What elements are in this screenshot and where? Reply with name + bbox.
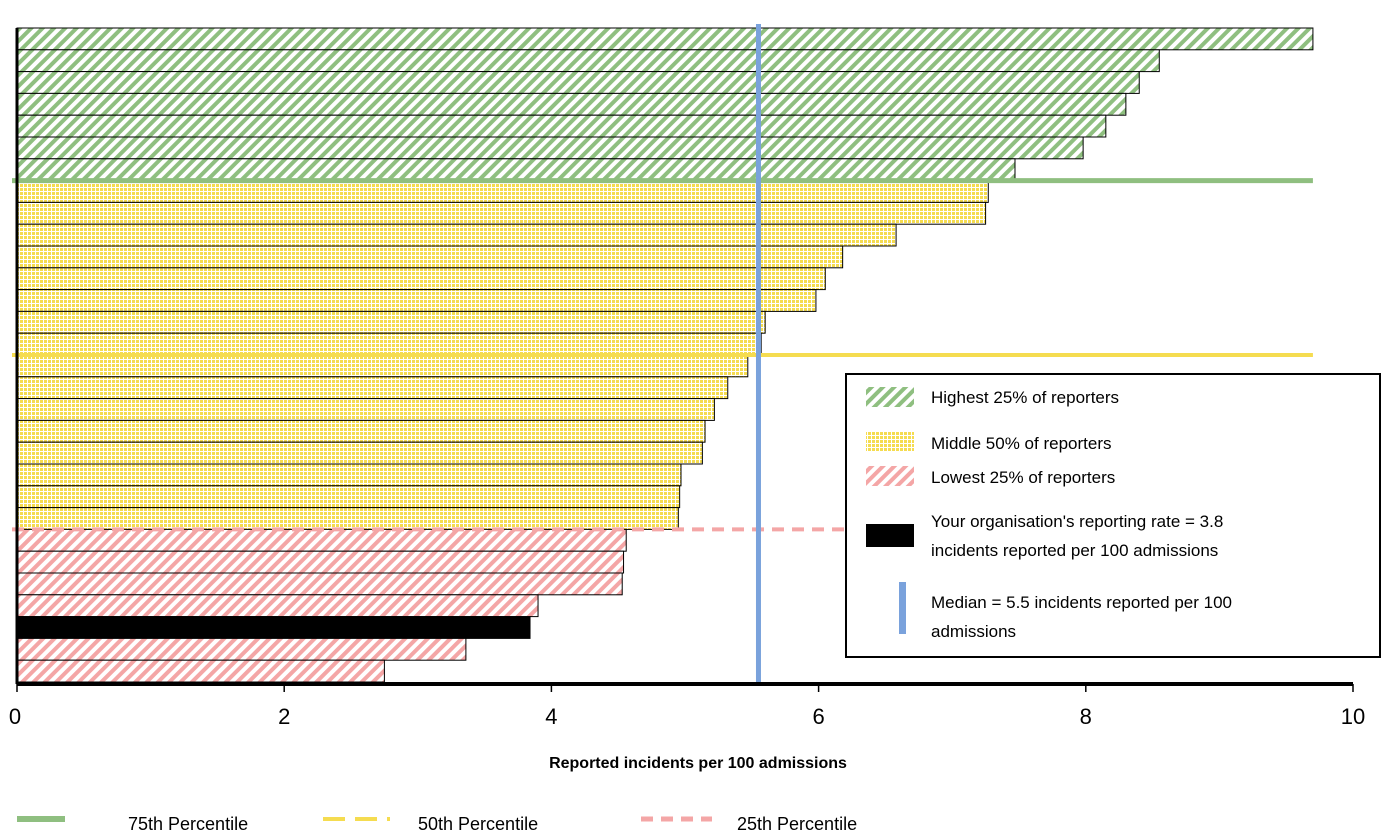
legend-label-75th: 75th Percentile [128, 814, 248, 834]
legend-label-highest: Highest 25% of reporters [931, 388, 1119, 407]
legend-box: Highest 25% of reporters Middle 50% of r… [845, 373, 1381, 658]
bar-lowest-1 [16, 528, 627, 552]
bar-middle-14 [16, 463, 682, 487]
bar-middle-3 [16, 223, 897, 247]
bar-highest-1 [16, 27, 1314, 51]
legend-swatch-highest [866, 387, 914, 407]
legend-swatch-lowest [866, 466, 914, 486]
bar-highest-2 [16, 49, 1160, 73]
legend-label-lowest: Lowest 25% of reporters [931, 468, 1115, 487]
x-tick-label: 10 [1341, 704, 1365, 729]
bar-middle-11 [16, 398, 715, 421]
legend-label-median-line1: Median = 5.5 incidents reported per 100 [931, 593, 1232, 612]
legend-swatch-median [899, 582, 906, 634]
bottom-legend: 75th Percentile 50th Percentile 25th Per… [17, 814, 857, 834]
bar-lowest-4 [16, 594, 539, 618]
bar-lowest-6 [16, 637, 467, 661]
bar-highest-5 [16, 114, 1107, 138]
bar-highest-4 [16, 92, 1127, 116]
x-tick-label: 2 [278, 704, 290, 729]
legend-frame [845, 373, 1381, 658]
bar-your-organisation [16, 616, 531, 639]
bar-middle-6 [16, 289, 817, 312]
bar-lowest-3 [16, 572, 623, 596]
bar-lowest-7 [16, 659, 385, 683]
x-tick-label: 0 [9, 704, 21, 729]
legend-label-organisation-line2: incidents reported per 100 admissions [931, 541, 1218, 560]
bar-middle-16 [16, 507, 679, 530]
x-tick-label: 8 [1080, 704, 1092, 729]
percentile-lines [12, 24, 1313, 686]
legend-label-25th: 25th Percentile [737, 814, 857, 834]
legend-label-middle: Middle 50% of reporters [931, 434, 1111, 453]
legend-label-median-line2: admissions [931, 622, 1016, 641]
bar-middle-1 [16, 180, 989, 203]
x-axis-title: Reported incidents per 100 admissions [549, 755, 847, 772]
x-tick-label: 6 [812, 704, 824, 729]
bar-highest-6 [16, 136, 1084, 160]
bar-middle-12 [16, 419, 706, 443]
legend-label-organisation-line1: Your organisation's reporting rate = 3.8 [931, 512, 1223, 531]
bar-middle-15 [16, 485, 681, 509]
bar-middle-2 [16, 201, 987, 225]
bar-highest-7 [16, 158, 1016, 182]
bar-middle-7 [16, 310, 766, 334]
legend-label-50th: 50th Percentile [418, 814, 538, 834]
bar-highest-3 [16, 71, 1140, 94]
legend-swatch-organisation [866, 524, 914, 547]
bar-middle-10 [16, 376, 729, 400]
bar-middle-8 [16, 332, 762, 356]
bar-middle-9 [16, 354, 749, 378]
legend-swatch-middle [866, 432, 914, 452]
x-tick-label: 4 [545, 704, 557, 729]
bar-middle-4 [16, 245, 844, 269]
bar-lowest-2 [16, 550, 625, 574]
bar-middle-13 [16, 441, 703, 465]
x-axis-ticks: 0 2 4 6 8 10 [9, 684, 1365, 729]
bar-middle-5 [16, 267, 826, 291]
